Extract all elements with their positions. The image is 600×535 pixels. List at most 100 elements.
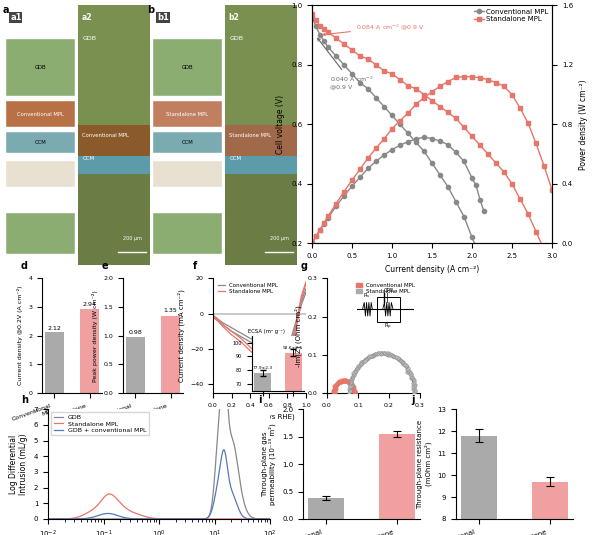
GDB + conventional MPL: [266, 516, 274, 522]
Conventional MPL: [275, 348, 282, 355]
Text: 2.12: 2.12: [47, 325, 61, 331]
Standalone MPL: [152, 515, 159, 522]
Conventional MPL: [228, 328, 235, 334]
Standalone MPL: [106, 491, 113, 497]
Standalone MPL: [421, 91, 428, 98]
Conventional MPL: [265, 346, 272, 352]
Conventional MPL: [436, 172, 443, 178]
Text: f: f: [193, 261, 197, 271]
Text: GDB: GDB: [82, 36, 97, 42]
GDB: [176, 516, 184, 522]
Standalone MPL: [247, 348, 254, 354]
Conventional MPL: [469, 234, 476, 241]
Standalone MPL: [364, 56, 371, 62]
Legend: GDB, Standalone MPL, GDB + conventional MPL: GDB, Standalone MPL, GDB + conventional …: [51, 412, 149, 435]
FancyBboxPatch shape: [78, 5, 150, 125]
Y-axis label: -Im(Z) (Ohm cm²): -Im(Z) (Ohm cm²): [295, 305, 302, 366]
Text: e: e: [102, 261, 109, 271]
Bar: [45, 332, 64, 393]
Conventional MPL: [219, 321, 226, 327]
Text: b2: b2: [229, 13, 239, 22]
Conventional MPL: [238, 333, 245, 340]
Conventional MPL: [373, 94, 380, 101]
Standalone MPL: [275, 367, 282, 373]
Conventional MPL: [293, 319, 300, 326]
Standalone MPL: [265, 363, 272, 370]
Standalone MPL: [524, 210, 532, 217]
Text: CCM: CCM: [35, 140, 46, 146]
Standalone MPL: [302, 280, 310, 287]
Standalone MPL: [404, 82, 412, 89]
Conventional MPL: [428, 160, 436, 166]
FancyBboxPatch shape: [6, 133, 75, 153]
Text: 0.084 A cm$^{-2}$ @0.9 V: 0.084 A cm$^{-2}$ @0.9 V: [323, 22, 425, 36]
Bar: [161, 316, 180, 393]
FancyBboxPatch shape: [153, 213, 222, 255]
Standalone MPL: [380, 67, 388, 74]
Conventional MPL: [472, 243, 479, 250]
Conventional MPL: [247, 339, 254, 345]
Line: GDB + conventional MPL: GDB + conventional MPL: [48, 450, 270, 519]
Text: b1: b1: [157, 13, 169, 22]
FancyBboxPatch shape: [153, 161, 222, 187]
Line: Standalone MPL: Standalone MPL: [48, 494, 270, 519]
GDB: [44, 516, 52, 522]
Conventional MPL: [279, 349, 286, 356]
Conventional MPL: [302, 289, 310, 295]
Conventional MPL: [481, 270, 488, 277]
Conventional MPL: [298, 302, 305, 308]
Text: CCM: CCM: [82, 156, 94, 161]
Conventional MPL: [388, 112, 395, 119]
Conventional MPL: [332, 53, 340, 59]
Conventional MPL: [340, 62, 347, 68]
Standalone MPL: [238, 339, 245, 345]
FancyBboxPatch shape: [225, 156, 297, 174]
Y-axis label: Log Differential
Intrusion (mL/g): Log Differential Intrusion (mL/g): [9, 433, 28, 495]
Line: Standalone MPL: Standalone MPL: [213, 284, 306, 372]
Bar: [532, 482, 568, 535]
X-axis label: Re(Z) (Ohm cm²): Re(Z) (Ohm cm²): [344, 414, 403, 421]
Conventional MPL: [308, 14, 316, 20]
GDB: [266, 516, 274, 522]
FancyBboxPatch shape: [153, 39, 222, 96]
Text: b: b: [147, 5, 154, 16]
GDB + conventional MPL: [150, 516, 157, 522]
Standalone MPL: [228, 332, 235, 338]
Standalone MPL: [209, 314, 217, 320]
Standalone MPL: [320, 26, 328, 32]
GDB: [150, 516, 157, 522]
Y-axis label: Cell voltage (V): Cell voltage (V): [277, 95, 286, 154]
Standalone MPL: [373, 62, 380, 68]
Text: a: a: [3, 5, 10, 16]
Conventional MPL: [460, 213, 467, 220]
Bar: [308, 498, 344, 519]
Text: 200 µm: 200 µm: [122, 236, 142, 241]
FancyBboxPatch shape: [6, 161, 75, 187]
Standalone MPL: [508, 181, 515, 187]
Text: 0.98: 0.98: [128, 330, 142, 334]
Standalone MPL: [356, 53, 364, 59]
Y-axis label: Current density @0.2V (A cm⁻²): Current density @0.2V (A cm⁻²): [17, 286, 23, 385]
Standalone MPL: [284, 365, 291, 372]
Conventional MPL: [397, 121, 404, 127]
Conventional MPL: [209, 314, 217, 320]
Standalone MPL: [262, 516, 269, 522]
GDB: [220, 360, 227, 366]
GDB: [151, 516, 158, 522]
Conventional MPL: [421, 148, 428, 155]
GDB: [227, 428, 234, 434]
Text: CCM: CCM: [182, 140, 193, 146]
GDB + conventional MPL: [180, 516, 187, 522]
Standalone MPL: [340, 41, 347, 47]
Standalone MPL: [316, 23, 323, 29]
Text: 0.040 A cm$^{-2}$
@0.9 V: 0.040 A cm$^{-2}$ @0.9 V: [317, 39, 373, 90]
Text: GDB: GDB: [35, 65, 46, 70]
Standalone MPL: [517, 196, 524, 202]
Conventional MPL: [284, 346, 291, 352]
GDB + conventional MPL: [262, 516, 269, 522]
Y-axis label: Through-plane gas
permeability (10⁻¹³ m²): Through-plane gas permeability (10⁻¹³ m²…: [262, 423, 277, 505]
Text: 200 µm: 200 µm: [269, 236, 289, 241]
Text: Standalone MPL: Standalone MPL: [229, 133, 271, 137]
Standalone MPL: [270, 365, 277, 372]
Standalone MPL: [452, 115, 460, 121]
